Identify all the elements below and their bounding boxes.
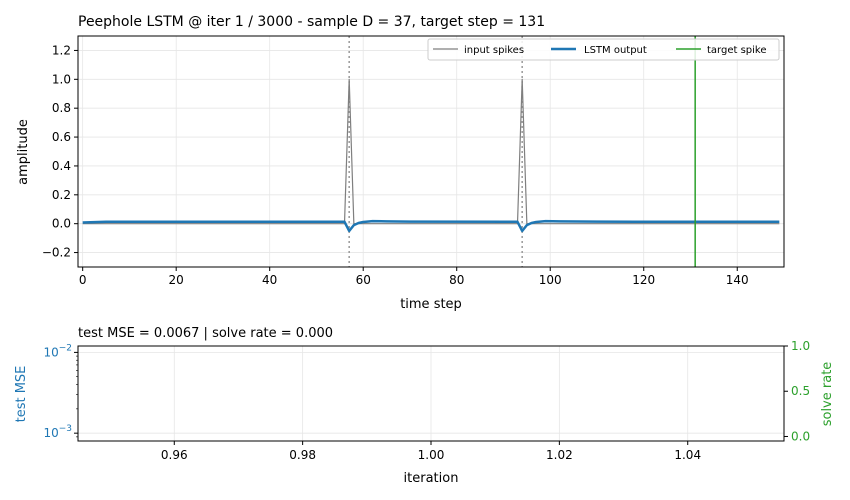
- top-plot-area: [82, 36, 780, 267]
- top-x-tick-label: 60: [356, 273, 371, 287]
- bottom-y-axis-label: test MSE: [14, 366, 29, 423]
- top-x-tick-label: 100: [539, 273, 562, 287]
- bottom-grid: [78, 346, 784, 441]
- top-y-tick-label: 0.8: [52, 101, 71, 115]
- bottom-y2-tick-label: 0.5: [791, 384, 810, 398]
- legend-entry-target-spike: target spike: [707, 45, 767, 56]
- bottom-x-tick-label: 1.04: [674, 448, 701, 462]
- bottom-x-ticks: 0.96 0.98 1.00 1.02 1.04: [161, 441, 701, 462]
- legend-entry-lstm-output: LSTM output: [584, 45, 647, 56]
- bottom-y2-ticks: 0.0 0.5 1.0: [784, 339, 810, 443]
- top-x-tick-label: 80: [449, 273, 464, 287]
- top-chart-title: Peephole LSTM @ iter 1 / 3000 - sample D…: [78, 14, 545, 30]
- top-x-tick-label: 120: [632, 273, 655, 287]
- top-x-tick-label: 140: [726, 273, 749, 287]
- bottom-x-tick-label: 1.02: [546, 448, 573, 462]
- input-spikes-line: [82, 78, 780, 225]
- top-y-tick-label: 0.0: [52, 217, 71, 231]
- bottom-y2-tick-label: 1.0: [791, 339, 810, 353]
- top-axes-frame: [77, 35, 785, 268]
- top-y-tick-label: 1.0: [52, 72, 71, 86]
- top-y-tick-label: 0.6: [52, 130, 71, 144]
- top-y-tick-label: −0.2: [42, 246, 71, 260]
- bottom-y-tick-label: 10−3: [43, 424, 72, 440]
- bottom-y-ticks: 10−3 10−2: [43, 343, 78, 440]
- top-y-tick-label: 0.2: [52, 188, 71, 202]
- top-y-tick-label: 1.2: [52, 43, 71, 57]
- bottom-x-tick-label: 0.98: [289, 448, 316, 462]
- legend: input spikes LSTM output target spike: [427, 38, 780, 61]
- lstm-output-line: [82, 219, 780, 233]
- bottom-x-axis-label: iteration: [404, 471, 459, 486]
- bottom-chart-title: test MSE = 0.0067 | solve rate = 0.000: [78, 326, 333, 341]
- top-y-tick-label: 0.4: [52, 159, 71, 173]
- top-grid: [78, 36, 784, 267]
- bottom-y2-tick-label: 0.0: [791, 429, 810, 443]
- bottom-y2-axis-label: solve rate: [820, 362, 835, 427]
- bottom-chart-panel: test MSE = 0.0067 | solve rate = 0.000 0…: [14, 326, 835, 486]
- top-x-tick-label: 0: [79, 273, 87, 287]
- top-chart-panel: Peephole LSTM @ iter 1 / 3000 - sample D…: [16, 14, 785, 312]
- bottom-x-tick-label: 1.00: [418, 448, 445, 462]
- top-x-ticks: 0 20 40 60 80 100 120 140: [79, 267, 749, 287]
- bottom-y-tick-label: 10−2: [43, 343, 72, 359]
- top-x-axis-label: time step: [400, 297, 462, 312]
- top-y-ticks: −0.2 0.0 0.2 0.4 0.6 0.8 1.0 1.2: [42, 43, 78, 260]
- bottom-x-tick-label: 0.96: [161, 448, 188, 462]
- top-x-tick-label: 40: [262, 273, 277, 287]
- top-x-tick-label: 20: [169, 273, 184, 287]
- top-y-axis-label: amplitude: [16, 119, 31, 185]
- legend-entry-input-spikes: input spikes: [464, 45, 524, 56]
- legend-box: [427, 38, 780, 61]
